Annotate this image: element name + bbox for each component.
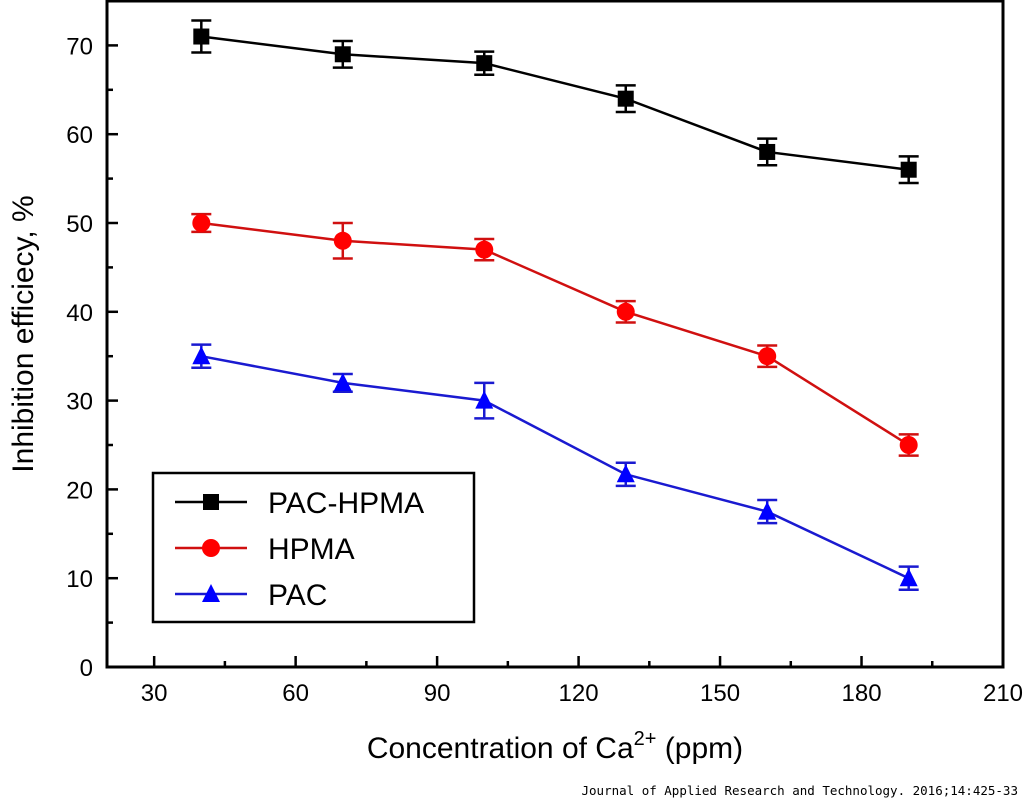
y-tick-label: 60 <box>66 122 93 149</box>
x-tick-label: 180 <box>842 680 882 707</box>
x-tick-label: 150 <box>700 680 740 707</box>
legend-item: PAC-HPMA <box>175 487 424 520</box>
circle-marker <box>202 539 220 557</box>
x-tick-label: 90 <box>424 680 451 707</box>
series-hpma <box>191 212 919 457</box>
triangle-marker <box>758 501 777 520</box>
square-marker <box>193 28 210 45</box>
triangle-marker <box>192 346 211 365</box>
legend-label: HPMA <box>268 533 355 566</box>
series-line <box>201 221 910 447</box>
circle-marker <box>899 436 918 454</box>
square-marker <box>476 55 493 72</box>
square-marker <box>759 143 776 160</box>
x-tick-label: 210 <box>983 680 1023 707</box>
series-line <box>201 354 910 580</box>
x-axis-label: Concentration of Ca2+ (ppm) <box>367 728 743 765</box>
y-tick-label: 30 <box>66 389 93 416</box>
series-line <box>201 35 909 171</box>
triangle-marker <box>333 372 352 391</box>
legend: PAC-HPMA HPMA PAC <box>151 471 476 624</box>
x-tick-label: 30 <box>141 680 168 707</box>
x-tick-label: 60 <box>282 680 309 707</box>
legend-label: PAC-HPMA <box>268 487 424 520</box>
axes: 30 60 90 120 150 180 210 0 10 20 30 40 50 60 70 <box>66 0 1023 707</box>
circle-marker <box>758 347 777 366</box>
y-tick-label: 10 <box>66 566 93 593</box>
y-tick-label: 20 <box>66 477 93 504</box>
circle-marker <box>616 302 635 321</box>
plot-frame <box>105 0 1005 669</box>
x-axis-label-sup: 2+ <box>634 728 657 750</box>
series-pac <box>191 343 919 591</box>
circle-marker <box>333 231 352 250</box>
triangle-marker <box>475 390 494 409</box>
legend-item: PAC <box>175 579 327 612</box>
legend-item: HPMA <box>175 533 355 566</box>
y-tick-label: 70 <box>66 33 93 60</box>
triangle-marker <box>616 464 635 483</box>
x-axis-label-main: Concentration of Ca <box>367 732 634 765</box>
circle-marker <box>475 240 494 259</box>
square-marker <box>617 90 634 107</box>
citation: Journal of Applied Research and Technolo… <box>582 783 1019 798</box>
y-axis-label: Inhibition efficiecy, % <box>7 195 40 472</box>
triangle-marker <box>899 568 918 587</box>
y-tick-label: 50 <box>66 211 93 238</box>
y-tick-label: 0 <box>80 655 93 682</box>
square-marker <box>334 46 351 63</box>
x-tick-label: 120 <box>559 680 599 707</box>
legend-label: PAC <box>268 579 327 612</box>
circle-marker <box>192 214 211 232</box>
square-marker <box>900 161 917 178</box>
triangle-marker <box>202 584 220 602</box>
series-pac-hpma <box>191 19 919 185</box>
y-tick-label: 40 <box>66 300 93 327</box>
series-group <box>191 19 919 591</box>
x-axis-label-suffix: (ppm) <box>656 732 743 765</box>
square-marker <box>203 494 219 510</box>
